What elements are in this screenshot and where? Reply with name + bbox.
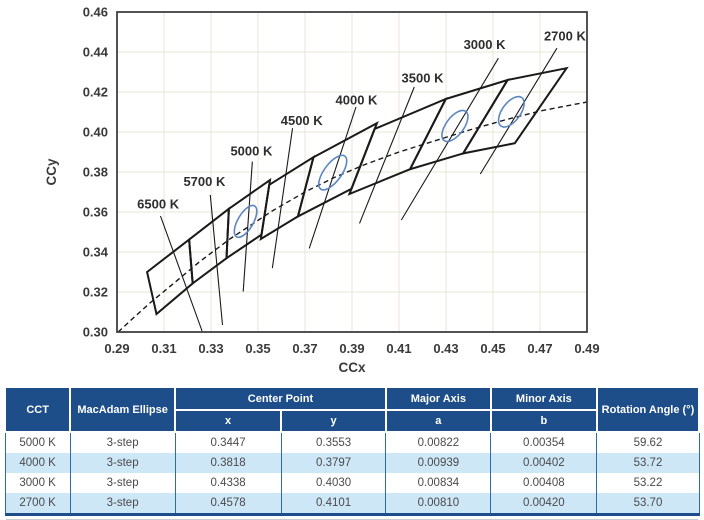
cell-major-a: 0.00939	[385, 453, 491, 473]
svg-text:0.49: 0.49	[574, 341, 599, 356]
cct-chromaticity-chart: 6500 K 5700 K 5000 K 4500 K 4000 K 3500 K 3000…	[44, 5, 600, 376]
svg-text:0.43: 0.43	[433, 341, 458, 356]
cct-label: 5700 K	[183, 174, 226, 189]
svg-text:0.47: 0.47	[527, 341, 552, 356]
cct-label: 2700 K	[544, 29, 587, 44]
cell-rotation-angle: 53.22	[596, 473, 699, 493]
cct-label: 4000 K	[336, 93, 379, 108]
cct-label: 3000 K	[464, 37, 507, 52]
cell-center-y: 0.4101	[280, 493, 386, 515]
cell-center-y: 0.4030	[280, 473, 386, 493]
col-subheader-b: b	[489, 409, 598, 433]
cell-cct: 5000 K	[19, 437, 56, 449]
col-subheader-a: a	[384, 409, 492, 433]
svg-text:0.30: 0.30	[83, 325, 108, 340]
col-subheader-x: x	[174, 409, 283, 433]
svg-text:0.31: 0.31	[151, 341, 176, 356]
col-header-macadam-ellipse: MacAdam Ellipse	[69, 386, 177, 433]
cell-center-y: 0.3797	[280, 453, 386, 473]
cell-center-y: 0.3553	[280, 432, 386, 453]
col-header-rotation-angle: Rotation Angle (°)	[595, 386, 701, 433]
cell-macadam-ellipse: 3-step	[69, 432, 176, 453]
svg-text:0.33: 0.33	[198, 341, 223, 356]
cell-minor-b: 0.00408	[490, 473, 597, 493]
cell-cct: 2700 K	[19, 497, 56, 509]
macadam-ellipse-table-section: CCT MacAdam Ellipse Center Point Major A…	[0, 386, 704, 520]
col-header-center-point: Center Point	[174, 386, 387, 411]
table-body: 5000 K 3-step 0.3447 0.3553 0.00822 0.00354 59…	[5, 432, 699, 515]
cct-label: 3500 K	[402, 71, 445, 86]
gridlines	[116, 11, 588, 333]
cell-rotation-angle: 53.70	[596, 493, 699, 515]
x-axis-tick-labels: 0.29 0.31 0.33 0.35 0.37 0.39 0.41 0.43 0.45 0.47…	[104, 341, 599, 356]
cct-label: 6500 K	[137, 197, 180, 212]
cell-major-a: 0.00834	[385, 473, 491, 493]
y-axis-tick-labels: 0.30 0.32 0.34 0.36 0.38 0.40 0.42 0.44 0.46	[83, 5, 109, 340]
svg-text:0.44: 0.44	[83, 45, 109, 60]
table-row: 3000 K 3-step 0.4338 0.4030 0.00834 0.00408 53…	[5, 473, 699, 493]
cell-center-x: 0.4578	[174, 493, 282, 515]
macadam-ellipse-table: CCT MacAdam Ellipse Center Point Major A…	[3, 386, 701, 516]
svg-text:0.39: 0.39	[339, 341, 364, 356]
svg-text:0.45: 0.45	[480, 341, 505, 356]
cell-cct: 3000 K	[19, 477, 56, 489]
cell-center-x: 0.4338	[174, 473, 282, 493]
col-subheader-y: y	[280, 409, 387, 433]
cct-label: 5000 K	[230, 143, 273, 158]
table-row: 5000 K 3-step 0.3447 0.3553 0.00822 0.00354 59…	[5, 432, 699, 453]
cell-minor-b: 0.00420	[490, 493, 597, 515]
svg-text:0.41: 0.41	[386, 341, 411, 356]
table-row: 2700 K 3-step 0.4578 0.4101 0.00810 0.00420 53…	[5, 493, 699, 515]
svg-text:0.35: 0.35	[245, 341, 270, 356]
y-axis-title: CCy	[44, 158, 59, 185]
svg-text:0.32: 0.32	[83, 285, 108, 300]
cct-bins	[145, 66, 569, 316]
macadam-ellipses	[233, 95, 525, 239]
svg-text:0.37: 0.37	[292, 341, 317, 356]
svg-text:0.40: 0.40	[83, 125, 108, 140]
col-header-cct: CCT	[3, 386, 72, 433]
svg-text:0.34: 0.34	[83, 245, 109, 260]
svg-text:0.42: 0.42	[83, 85, 108, 100]
cell-major-a: 0.00822	[385, 432, 491, 453]
svg-text:0.36: 0.36	[83, 205, 108, 220]
cell-center-x: 0.3447	[174, 432, 282, 453]
cell-minor-b: 0.00402	[490, 453, 597, 473]
cell-macadam-ellipse: 3-step	[69, 493, 176, 515]
cell-rotation-angle: 59.62	[596, 432, 699, 453]
col-header-minor-axis: Minor Axis	[489, 386, 598, 411]
cell-center-x: 0.3818	[174, 453, 282, 473]
svg-text:0.38: 0.38	[83, 165, 108, 180]
cell-major-a: 0.00810	[385, 493, 491, 515]
col-header-major-axis: Major Axis	[384, 386, 492, 411]
cell-macadam-ellipse: 3-step	[69, 473, 176, 493]
svg-text:0.46: 0.46	[83, 5, 108, 20]
cell-macadam-ellipse: 3-step	[69, 453, 176, 473]
cell-rotation-angle: 53.72	[596, 453, 699, 473]
svg-text:0.29: 0.29	[104, 341, 129, 356]
cell-minor-b: 0.00354	[490, 432, 597, 453]
cct-label: 4500 K	[281, 113, 324, 128]
x-axis-title: CCx	[338, 360, 365, 375]
cell-cct: 4000 K	[19, 457, 56, 469]
table-row: 4000 K 3-step 0.3818 0.3797 0.00939 0.00402 53…	[5, 453, 699, 473]
plot-border	[116, 11, 588, 333]
